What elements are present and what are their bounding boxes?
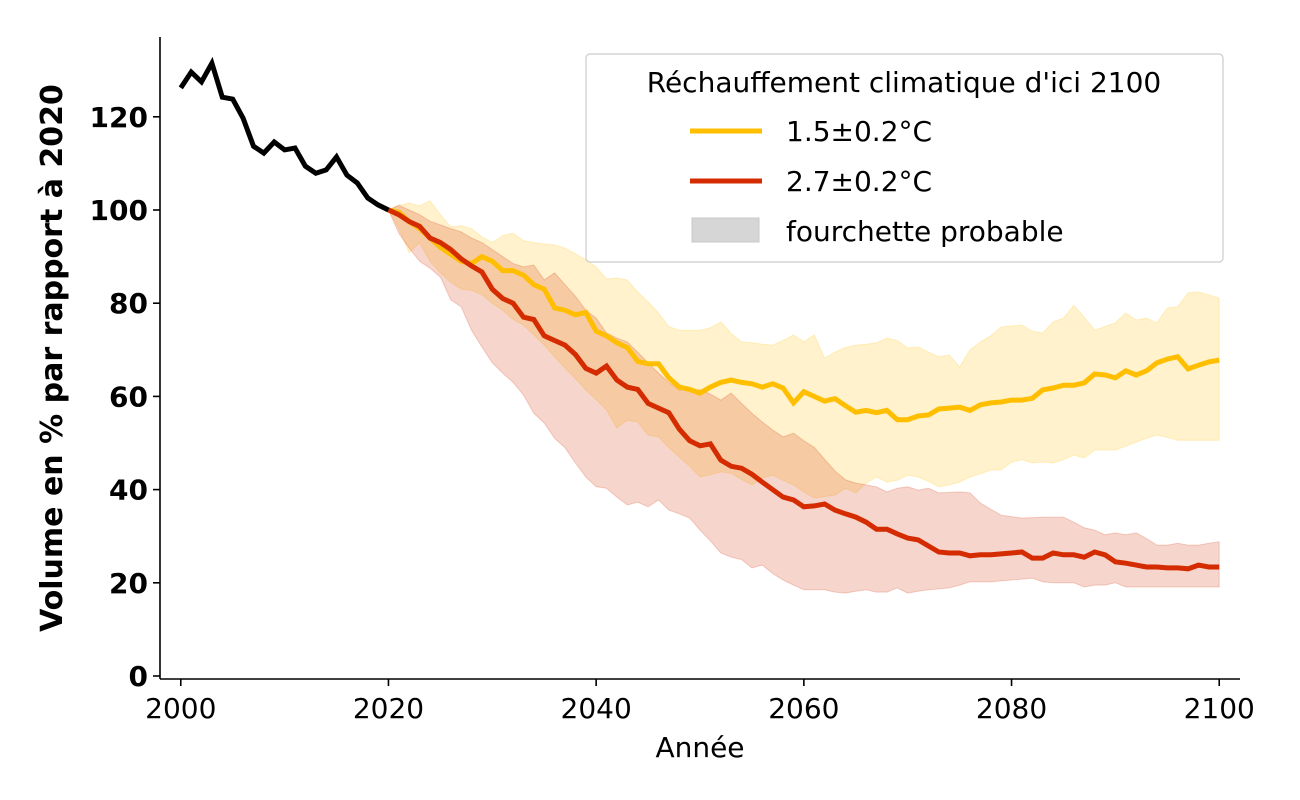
x-tick-label: 2000 <box>145 692 216 725</box>
uncertainty-bands <box>387 200 1220 594</box>
range-band-2-7c <box>387 204 1220 594</box>
y-tick-label: 60 <box>109 380 148 413</box>
legend-title: Réchauffement climatique d'ici 2100 <box>647 66 1162 99</box>
legend-swatch-range <box>691 217 760 243</box>
x-tick-label: 2100 <box>1184 692 1255 725</box>
range-band-1-5c <box>387 200 1220 499</box>
x-tick-label: 2020 <box>353 692 424 725</box>
x-axis-title: Année <box>655 731 744 764</box>
y-ticks: 0 20 40 60 80 100 120 <box>90 101 160 693</box>
y-tick-label: 120 <box>90 101 148 134</box>
legend-label-2-7c: 2.7±0.2°C <box>786 165 932 198</box>
x-ticks: 2000 2020 2040 2060 2080 2100 <box>145 679 1255 725</box>
series-line-2-7c <box>387 207 1220 572</box>
y-tick-label: 0 <box>129 660 148 693</box>
series-lines <box>178 56 1220 572</box>
y-tick-label: 40 <box>109 474 148 507</box>
y-axis-title: Volume en % par rapport à 2020 <box>35 84 70 632</box>
historical-line <box>178 56 390 213</box>
y-tick-label: 100 <box>90 194 148 227</box>
y-tick-label: 20 <box>109 567 148 600</box>
legend-label-1-5c: 1.5±0.2°C <box>786 115 932 148</box>
legend-frame <box>585 53 1224 263</box>
legend: Réchauffement climatique d'ici 2100 1.5±… <box>585 53 1224 263</box>
x-tick-label: 2040 <box>561 692 632 725</box>
legend-label-range: fourchette probable <box>786 215 1064 248</box>
y-tick-label: 80 <box>109 287 148 320</box>
x-tick-label: 2080 <box>976 692 1047 725</box>
x-tick-label: 2060 <box>768 692 839 725</box>
series-line-1-5c <box>387 207 1220 423</box>
